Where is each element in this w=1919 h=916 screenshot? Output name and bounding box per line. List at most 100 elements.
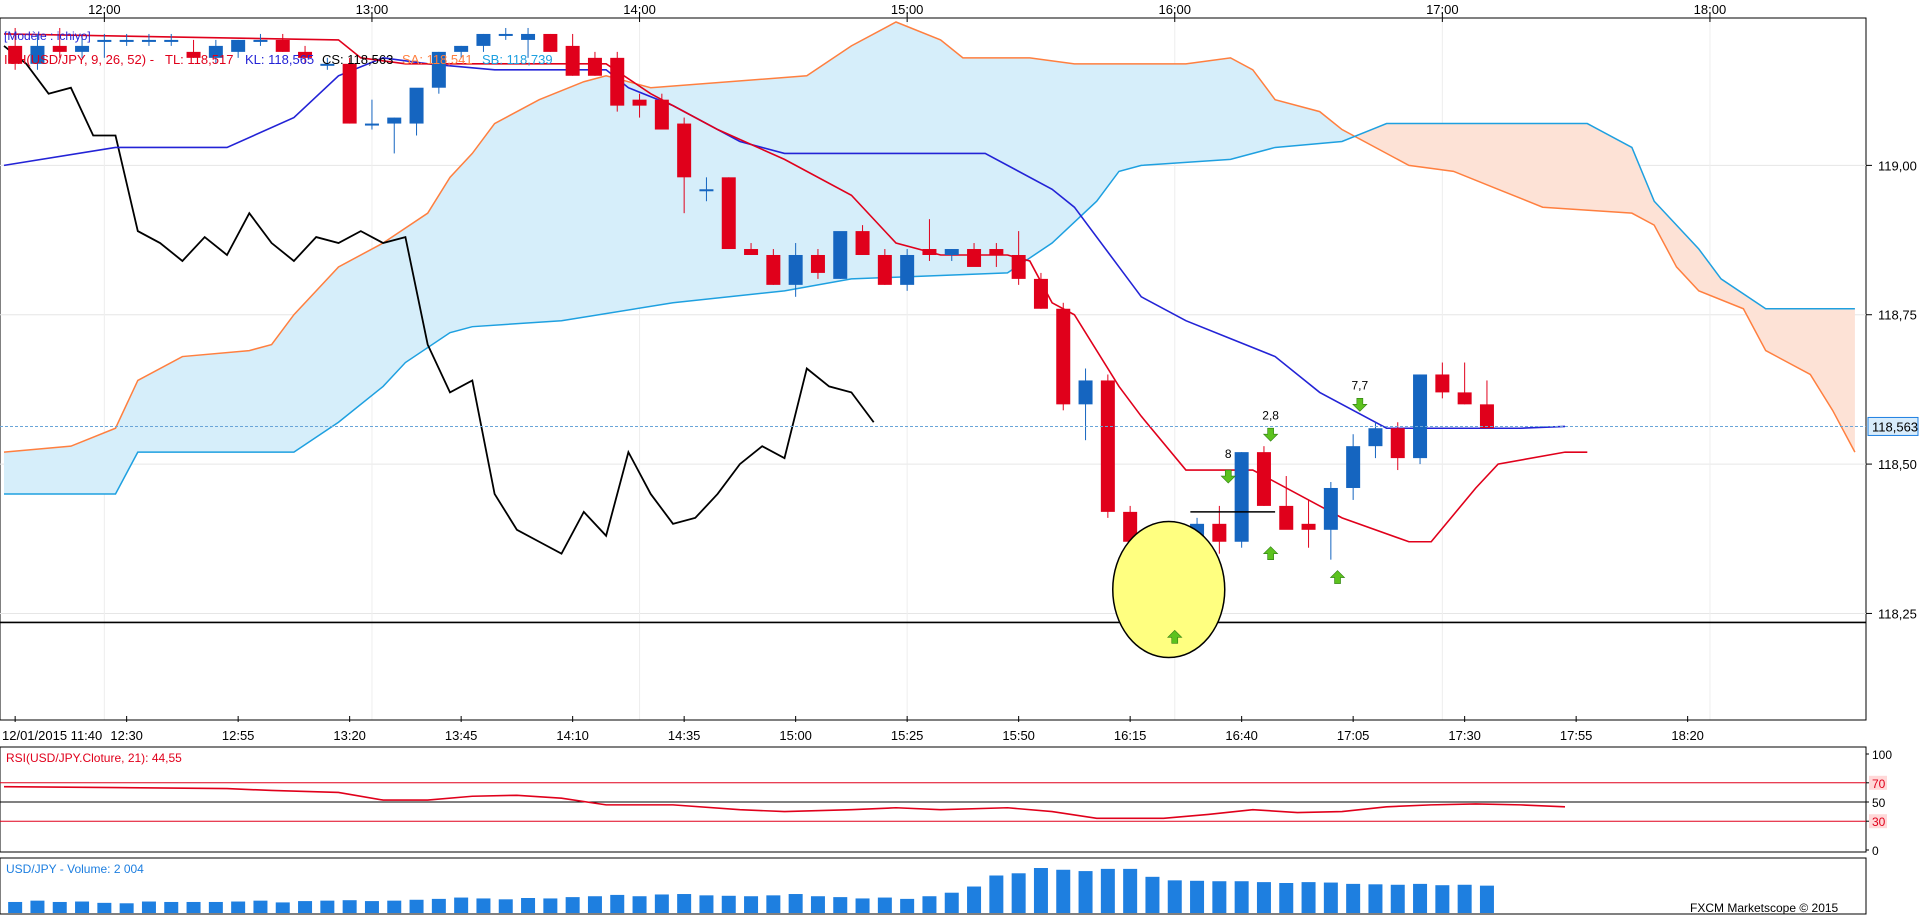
volume-bar (208, 901, 223, 913)
bottom-axis-label: 13:20 (333, 728, 366, 743)
volume-bar (498, 899, 513, 913)
volume-bar (788, 894, 803, 913)
bottom-axis-label: 15:00 (779, 728, 812, 743)
candle-bearish (610, 57, 625, 106)
volume-bar (1256, 882, 1271, 913)
top-axis-label: 12:00 (88, 2, 121, 17)
volume-bar (1123, 868, 1138, 913)
candle-bullish (833, 231, 848, 279)
rsi-axis-label: 70 (1872, 777, 1886, 791)
candle-bearish (877, 254, 892, 285)
volume-bar (1435, 885, 1450, 913)
volume-bar (97, 902, 112, 913)
legend-chikou: CS: 118,563 (322, 52, 393, 67)
volume-bar (1346, 883, 1361, 913)
rsi-legend: RSI(USD/JPY.Cloture, 21): 44,55 (6, 751, 182, 765)
price-panel[interactable]: 2,8 8 7,7 (0, 17, 1867, 721)
volume-bar (253, 900, 268, 913)
volume-bar (342, 900, 357, 913)
candle-bearish (1056, 308, 1071, 405)
senkou-a-line (3, 21, 1856, 453)
legend-ich-title: ICH(USD/JPY, 9, 26, 52) - (4, 52, 154, 67)
candle-bullish (476, 33, 491, 46)
annotations: 2,8 8 7,7 (0, 378, 1866, 659)
volume-bar (1100, 868, 1115, 913)
candle-bearish (186, 51, 201, 58)
volume-bar (989, 875, 1004, 913)
volume-bar (1145, 876, 1160, 913)
rsi-axis-label: 0 (1872, 844, 1879, 858)
volume-bar (1212, 881, 1227, 913)
volume-bar (877, 897, 892, 913)
ichimoku-cloud (4, 22, 1855, 494)
volume-bar (1011, 873, 1026, 913)
candle-bearish (275, 39, 290, 52)
candle-bearish (587, 57, 602, 76)
volume-bar (1234, 881, 1249, 913)
candle-bearish (1011, 254, 1026, 279)
bottom-axis-label: 12:55 (222, 728, 255, 743)
volume-bar (833, 897, 848, 913)
volume-panel[interactable]: USD/JPY - Volume: 2 004 FXCM Marketscope… (0, 857, 1867, 915)
bottom-axis-label: 18:20 (1671, 728, 1704, 743)
candle-bearish (855, 231, 870, 255)
volume-bar (1033, 868, 1048, 913)
volume-bar (855, 898, 870, 913)
volume-legend: USD/JPY - Volume: 2 004 (6, 862, 144, 876)
volume-bar (1457, 884, 1472, 913)
volume-bar (141, 901, 156, 913)
top-axis-label: 17:00 (1426, 2, 1459, 17)
bottom-axis-label: 12:30 (110, 728, 143, 743)
bottom-axis-label: 17:30 (1448, 728, 1481, 743)
candle-bullish (431, 51, 446, 88)
volume-bar (1323, 882, 1338, 913)
rsi-axis-label: 30 (1872, 815, 1886, 829)
highlight-ellipse (1112, 520, 1226, 659)
rsi-panel[interactable]: RSI(USD/JPY.Cloture, 21): 44,55 100 70 50 3… (0, 746, 1892, 858)
volume-bar (922, 896, 937, 913)
current-price-tag (1867, 416, 1919, 436)
volume-bar (1279, 883, 1294, 913)
bottom-axis-label: 14:10 (556, 728, 589, 743)
candle-bullish (521, 33, 536, 40)
signal-label: 7,7 (1351, 378, 1368, 392)
volume-bar (967, 886, 982, 913)
bottom-axis-label: 16:40 (1225, 728, 1258, 743)
candle-bearish (1212, 523, 1227, 542)
candle-bullish (75, 45, 90, 52)
signal-label: 2,8 (1262, 408, 1279, 422)
candle-bearish (1256, 452, 1271, 506)
bottom-axis-label: 15:25 (891, 728, 924, 743)
chikou-line (3, 45, 875, 555)
top-axis-label: 18:00 (1694, 2, 1727, 17)
candle-bearish (298, 51, 313, 58)
volume-bar (30, 900, 45, 913)
volume-bar (52, 901, 67, 913)
rsi-content: 100 70 50 30 0 (0, 748, 1892, 858)
price-axis-label: 119,00 (1878, 158, 1917, 173)
volume-bar (810, 896, 825, 913)
top-axis-label: 14:00 (623, 2, 656, 17)
candle-bearish (721, 177, 736, 250)
candle-bullish (409, 87, 424, 124)
legend-senkou-a: SA: 118,541 (402, 52, 473, 67)
signal-label: 8 (1225, 447, 1232, 461)
price-axis-label: 118,25 (1878, 606, 1917, 621)
candle-bearish (1390, 428, 1405, 459)
candle-bearish (8, 45, 23, 64)
volume-bar (387, 900, 402, 913)
legend-senkou-b: SB: 118,739 (482, 52, 553, 67)
volume-bar (186, 901, 201, 913)
legend-kijun: KL: 118,565 (245, 52, 314, 67)
volume-bar (654, 894, 669, 913)
bottom-axis-label: 12/01/2015 11:40 (2, 728, 102, 743)
volume-bars (8, 858, 1867, 914)
candle-bearish (543, 33, 558, 52)
candle-bearish (766, 254, 781, 285)
volume-bar (543, 898, 558, 913)
price-axis: 119,00 118,75 118,50 118,25 118,563 (1866, 158, 1919, 621)
rsi-panel-frame (0, 746, 1867, 853)
volume-bar (565, 897, 580, 913)
candle-bullish (900, 254, 915, 285)
rsi-axis-label: 100 (1872, 748, 1892, 762)
